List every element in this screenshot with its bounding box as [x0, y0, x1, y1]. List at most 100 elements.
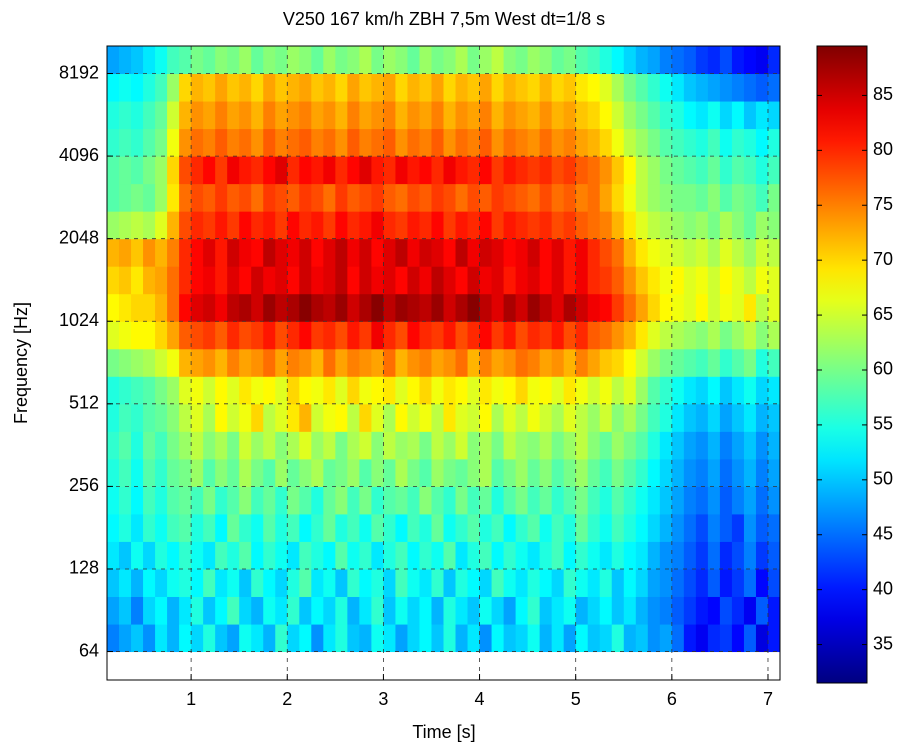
heat-cell: [527, 541, 541, 570]
heat-cell: [251, 156, 264, 185]
heat-cell: [479, 486, 493, 515]
heat-cell: [491, 348, 505, 377]
heat-cell: [671, 321, 685, 350]
heat-cell: [635, 73, 649, 102]
heat-cell: [311, 211, 324, 240]
heat-cell: [635, 293, 649, 322]
heat-cell: [515, 624, 529, 653]
heat-cell: [419, 568, 432, 597]
heat-cell: [647, 238, 661, 267]
heat-cell: [443, 238, 457, 267]
heat-cell: [563, 596, 577, 625]
heat-cell: [743, 568, 757, 597]
heat-cell: [611, 266, 625, 295]
heat-cell: [551, 348, 565, 377]
heat-cell: [455, 568, 469, 597]
heat-cell: [695, 128, 709, 157]
heat-cell: [287, 431, 300, 460]
heat-cell: [719, 238, 733, 267]
heat-cell: [371, 238, 384, 267]
heat-cell: [743, 596, 757, 625]
heat-cell: [455, 156, 469, 185]
heat-cell: [767, 73, 780, 102]
heat-cell: [683, 46, 697, 75]
heat-cell: [671, 128, 685, 157]
heat-cell: [503, 183, 517, 212]
heat-cell: [431, 156, 444, 185]
heat-cell: [407, 596, 420, 625]
heat-cell: [767, 266, 780, 295]
heat-cell: [671, 568, 685, 597]
heat-cell: [467, 238, 481, 267]
heat-cell: [359, 238, 372, 267]
heat-cell: [575, 266, 589, 295]
heat-cell: [467, 431, 481, 460]
heat-cell: [743, 266, 757, 295]
heat-cell: [215, 101, 228, 130]
heat-cell: [263, 376, 276, 405]
heat-cell: [659, 568, 673, 597]
heat-cell: [299, 513, 312, 542]
heat-cell: [467, 101, 481, 130]
heat-cell: [167, 513, 180, 542]
heat-cell: [335, 128, 348, 157]
heat-cell: [683, 624, 697, 653]
heat-cell: [647, 596, 661, 625]
heat-cell: [107, 458, 120, 487]
heat-cell: [383, 128, 396, 157]
heat-cell: [479, 46, 493, 75]
heat-cell: [431, 596, 444, 625]
heat-cell: [143, 431, 156, 460]
heat-cell: [563, 376, 577, 405]
heat-cell: [335, 458, 348, 487]
heat-cell: [395, 348, 408, 377]
heat-cell: [251, 568, 264, 597]
heat-cell: [215, 568, 228, 597]
heat-cell: [503, 486, 517, 515]
heat-cell: [611, 211, 625, 240]
heat-cell: [239, 596, 252, 625]
heat-cell: [455, 403, 469, 432]
heat-cell: [119, 156, 132, 185]
heat-cell: [143, 266, 156, 295]
heat-cell: [155, 321, 168, 350]
heat-cell: [587, 128, 601, 157]
x-tick-label: 7: [763, 689, 773, 709]
heat-cell: [635, 238, 649, 267]
heat-cell: [275, 513, 288, 542]
heat-cell: [299, 541, 312, 570]
heat-cell: [251, 46, 264, 75]
heat-cell: [359, 513, 372, 542]
heat-cell: [635, 46, 649, 75]
heat-cell: [299, 431, 312, 460]
heat-cell: [419, 596, 432, 625]
heat-cell: [347, 266, 360, 295]
heat-cell: [299, 376, 312, 405]
heat-cell: [491, 183, 505, 212]
heat-cell: [647, 458, 661, 487]
heat-cell: [755, 73, 769, 102]
heat-cell: [671, 156, 685, 185]
heat-cell: [143, 376, 156, 405]
heat-cell: [311, 403, 324, 432]
heat-cell: [311, 321, 324, 350]
heat-cell: [659, 293, 673, 322]
heat-cell: [179, 431, 192, 460]
heat-cell: [191, 238, 204, 267]
heat-cell: [755, 541, 769, 570]
heat-cell: [551, 513, 565, 542]
heat-cell: [755, 46, 769, 75]
heat-cell: [659, 183, 673, 212]
heat-cell: [575, 431, 589, 460]
heat-cell: [671, 541, 685, 570]
heat-cell: [731, 486, 745, 515]
heat-cell: [395, 458, 408, 487]
heat-cell: [527, 431, 541, 460]
heat-cell: [431, 486, 444, 515]
heat-cell: [407, 73, 420, 102]
heat-cell: [443, 486, 457, 515]
heat-cell: [515, 541, 529, 570]
heat-cell: [287, 156, 300, 185]
heat-cell: [107, 348, 120, 377]
